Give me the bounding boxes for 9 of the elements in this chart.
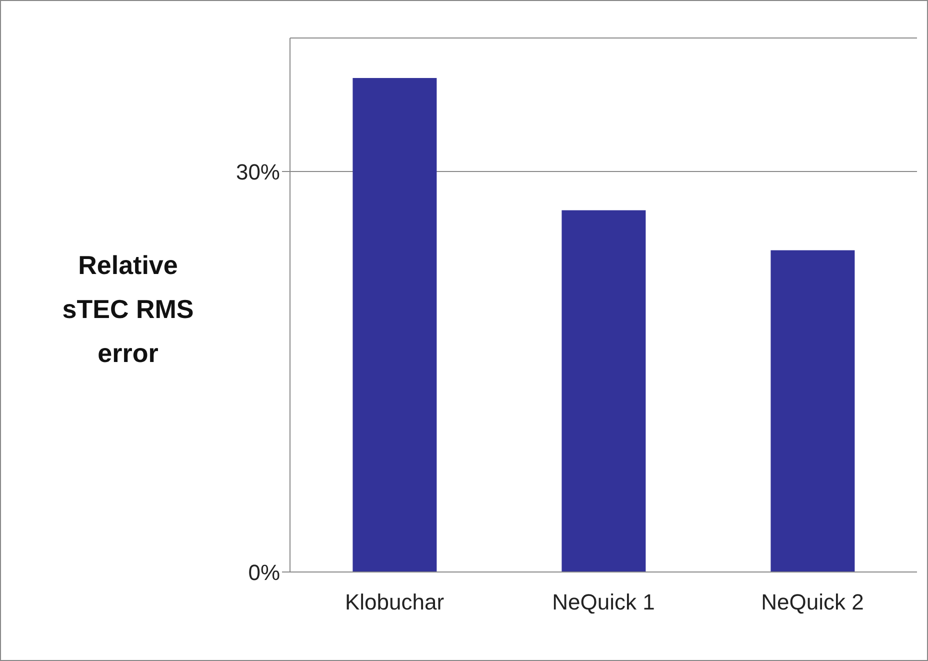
bar bbox=[770, 250, 855, 572]
y-tick-label: 30% bbox=[236, 159, 280, 184]
y-tick-label: 0% bbox=[248, 560, 280, 585]
y-axis-title: Relative sTEC RMS error bbox=[62, 250, 194, 368]
bar bbox=[352, 78, 437, 572]
x-tick-label: NeQuick 1 bbox=[552, 590, 655, 615]
bar bbox=[562, 210, 646, 572]
x-tick-label: NeQuick 2 bbox=[761, 590, 864, 615]
x-tick-label: Klobuchar bbox=[344, 590, 444, 615]
